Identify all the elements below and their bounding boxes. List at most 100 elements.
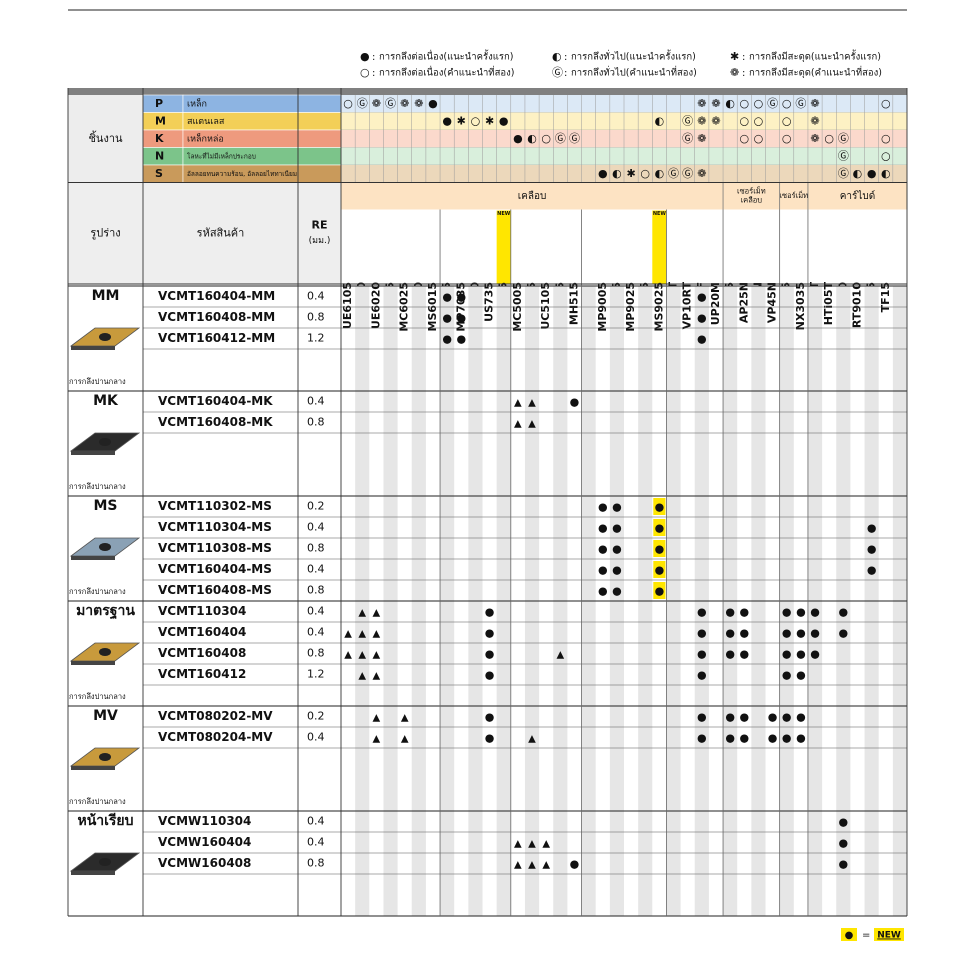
suitability-mark: ▲ [542, 839, 550, 850]
grade-name: UE6105 [341, 282, 354, 329]
suitability-mark: ▲ [358, 671, 366, 682]
workpiece-mark: ○ [739, 97, 749, 110]
suitability-mark: ▲ [542, 860, 550, 871]
workpiece-head-cell [68, 95, 143, 183]
legend-symbol: ○ [360, 66, 370, 79]
workpiece-mark: Ⓖ [838, 132, 849, 145]
workpiece-letter: M [155, 114, 166, 127]
re-value: 0.2 [307, 710, 325, 723]
workpiece-mark: Ⓖ [682, 132, 693, 145]
shape-note: การกลึงปานกลาง [69, 377, 126, 386]
suitability-mark: ▲ [528, 419, 536, 430]
suitability-mark: ● [456, 291, 466, 304]
suitability-mark: ● [612, 501, 622, 514]
suitability-mark: ▲ [358, 629, 366, 640]
shape-name: MV [93, 708, 118, 724]
workpiece-mark: Ⓖ [767, 97, 778, 110]
suitability-mark: ▲ [358, 650, 366, 661]
suitability-mark: ● [697, 711, 707, 724]
grade-group-name: เซอร์เม็ท [779, 190, 808, 200]
product-code: VCMT080202-MV [158, 709, 273, 723]
product-code: VCMT160408-MS [158, 583, 272, 597]
workpiece-name: เหล็กหล่อ [187, 131, 224, 144]
footer-label: NEW [877, 931, 901, 941]
suitability-mark: ● [810, 648, 820, 661]
suitability-mark: ● [655, 522, 665, 535]
insert-hole [99, 858, 111, 866]
suitability-mark: ● [796, 732, 806, 745]
workpiece-mark: ○ [881, 132, 891, 145]
workpiece-mark: Ⓖ [555, 132, 566, 145]
insert-image-side [71, 346, 115, 350]
workpiece-letter: N [155, 149, 164, 162]
legend-symbol: ❁ [730, 66, 739, 79]
workpiece-mark: ● [499, 114, 509, 127]
grade-name: NX3035 [794, 282, 807, 330]
grade-name: VP45N [766, 282, 779, 323]
re-value: 0.4 [307, 290, 325, 303]
grade-name: UP20M [709, 282, 722, 325]
legend-separator: : [742, 52, 745, 63]
insert-hole [99, 753, 111, 761]
suitability-mark: ● [697, 291, 707, 304]
legend-text: การกลึงทั่วไป(คำแนะนำที่สอง) [571, 66, 697, 79]
suitability-mark: ● [598, 564, 608, 577]
workpiece-mark: ○ [782, 97, 792, 110]
suitability-mark: ● [697, 669, 707, 682]
insert-hole [99, 333, 111, 341]
suitability-mark: ● [810, 606, 820, 619]
re-value: 0.4 [307, 563, 325, 576]
legend-text: การกลึงทั่วไป(แนะนำครั้งแรก) [571, 50, 696, 63]
new-mark-highlight [653, 519, 666, 536]
new-mark-highlight [653, 498, 666, 515]
suitability-mark: ● [782, 648, 792, 661]
suitability-mark: ● [697, 648, 707, 661]
workpiece-mark: Ⓖ [838, 149, 849, 162]
suitability-mark: ▲ [528, 398, 536, 409]
suitability-mark: ● [782, 669, 792, 682]
grade-group-name: เคลือบ [741, 196, 763, 205]
suitability-mark: ▲ [373, 671, 381, 682]
suitability-mark: ▲ [528, 734, 536, 745]
suitability-mark: ● [739, 732, 749, 745]
suitability-mark: ▲ [373, 734, 381, 745]
workpiece-mark: ❁ [414, 97, 423, 110]
workpiece-mark: ○ [754, 114, 764, 127]
workpiece-mark: ❁ [400, 97, 409, 110]
shape-note: การกลึงปานกลาง [69, 482, 126, 491]
suitability-mark: ● [782, 627, 792, 640]
suitability-mark: ● [697, 732, 707, 745]
legend-separator: : [372, 68, 375, 79]
workpiece-mark: ◐ [612, 167, 622, 180]
suitability-mark: ● [485, 669, 495, 682]
grade-group-name: เซอร์เม็ท [737, 186, 766, 196]
product-code: VCMT110308-MS [158, 541, 272, 555]
suitability-mark: ● [612, 564, 622, 577]
grade-name: RT9010 [850, 282, 863, 328]
product-code: VCMT080204-MV [158, 730, 273, 744]
grade-name: AP25N [737, 282, 750, 323]
suitability-mark: ● [485, 732, 495, 745]
suitability-mark: ▲ [514, 398, 522, 409]
product-code: VCMT110302-MS [158, 499, 272, 513]
workpiece-letter: P [155, 97, 163, 110]
legend-symbol: ✱ [730, 50, 739, 63]
re-header: RE [312, 218, 328, 231]
product-code: VCMW160408 [158, 856, 251, 870]
suitability-mark: ● [839, 858, 849, 871]
new-mark-highlight [653, 582, 666, 599]
insert-image-side [71, 556, 115, 560]
suitability-mark: ▲ [514, 839, 522, 850]
suitability-mark: ● [796, 606, 806, 619]
product-code: VCMT160404-MM [158, 289, 275, 303]
shape-name: MS [93, 498, 117, 514]
suitability-mark: ▲ [401, 713, 409, 724]
new-mark-highlight [653, 540, 666, 557]
re-value: 1.2 [307, 668, 325, 681]
suitability-mark: ● [739, 648, 749, 661]
product-code: VCMT160408-MK [158, 415, 273, 429]
legend-symbol: ● [360, 50, 370, 63]
workpiece-mark: ✱ [626, 167, 635, 180]
suitability-mark: ● [796, 627, 806, 640]
shape-header: รูปร่าง [90, 226, 120, 239]
